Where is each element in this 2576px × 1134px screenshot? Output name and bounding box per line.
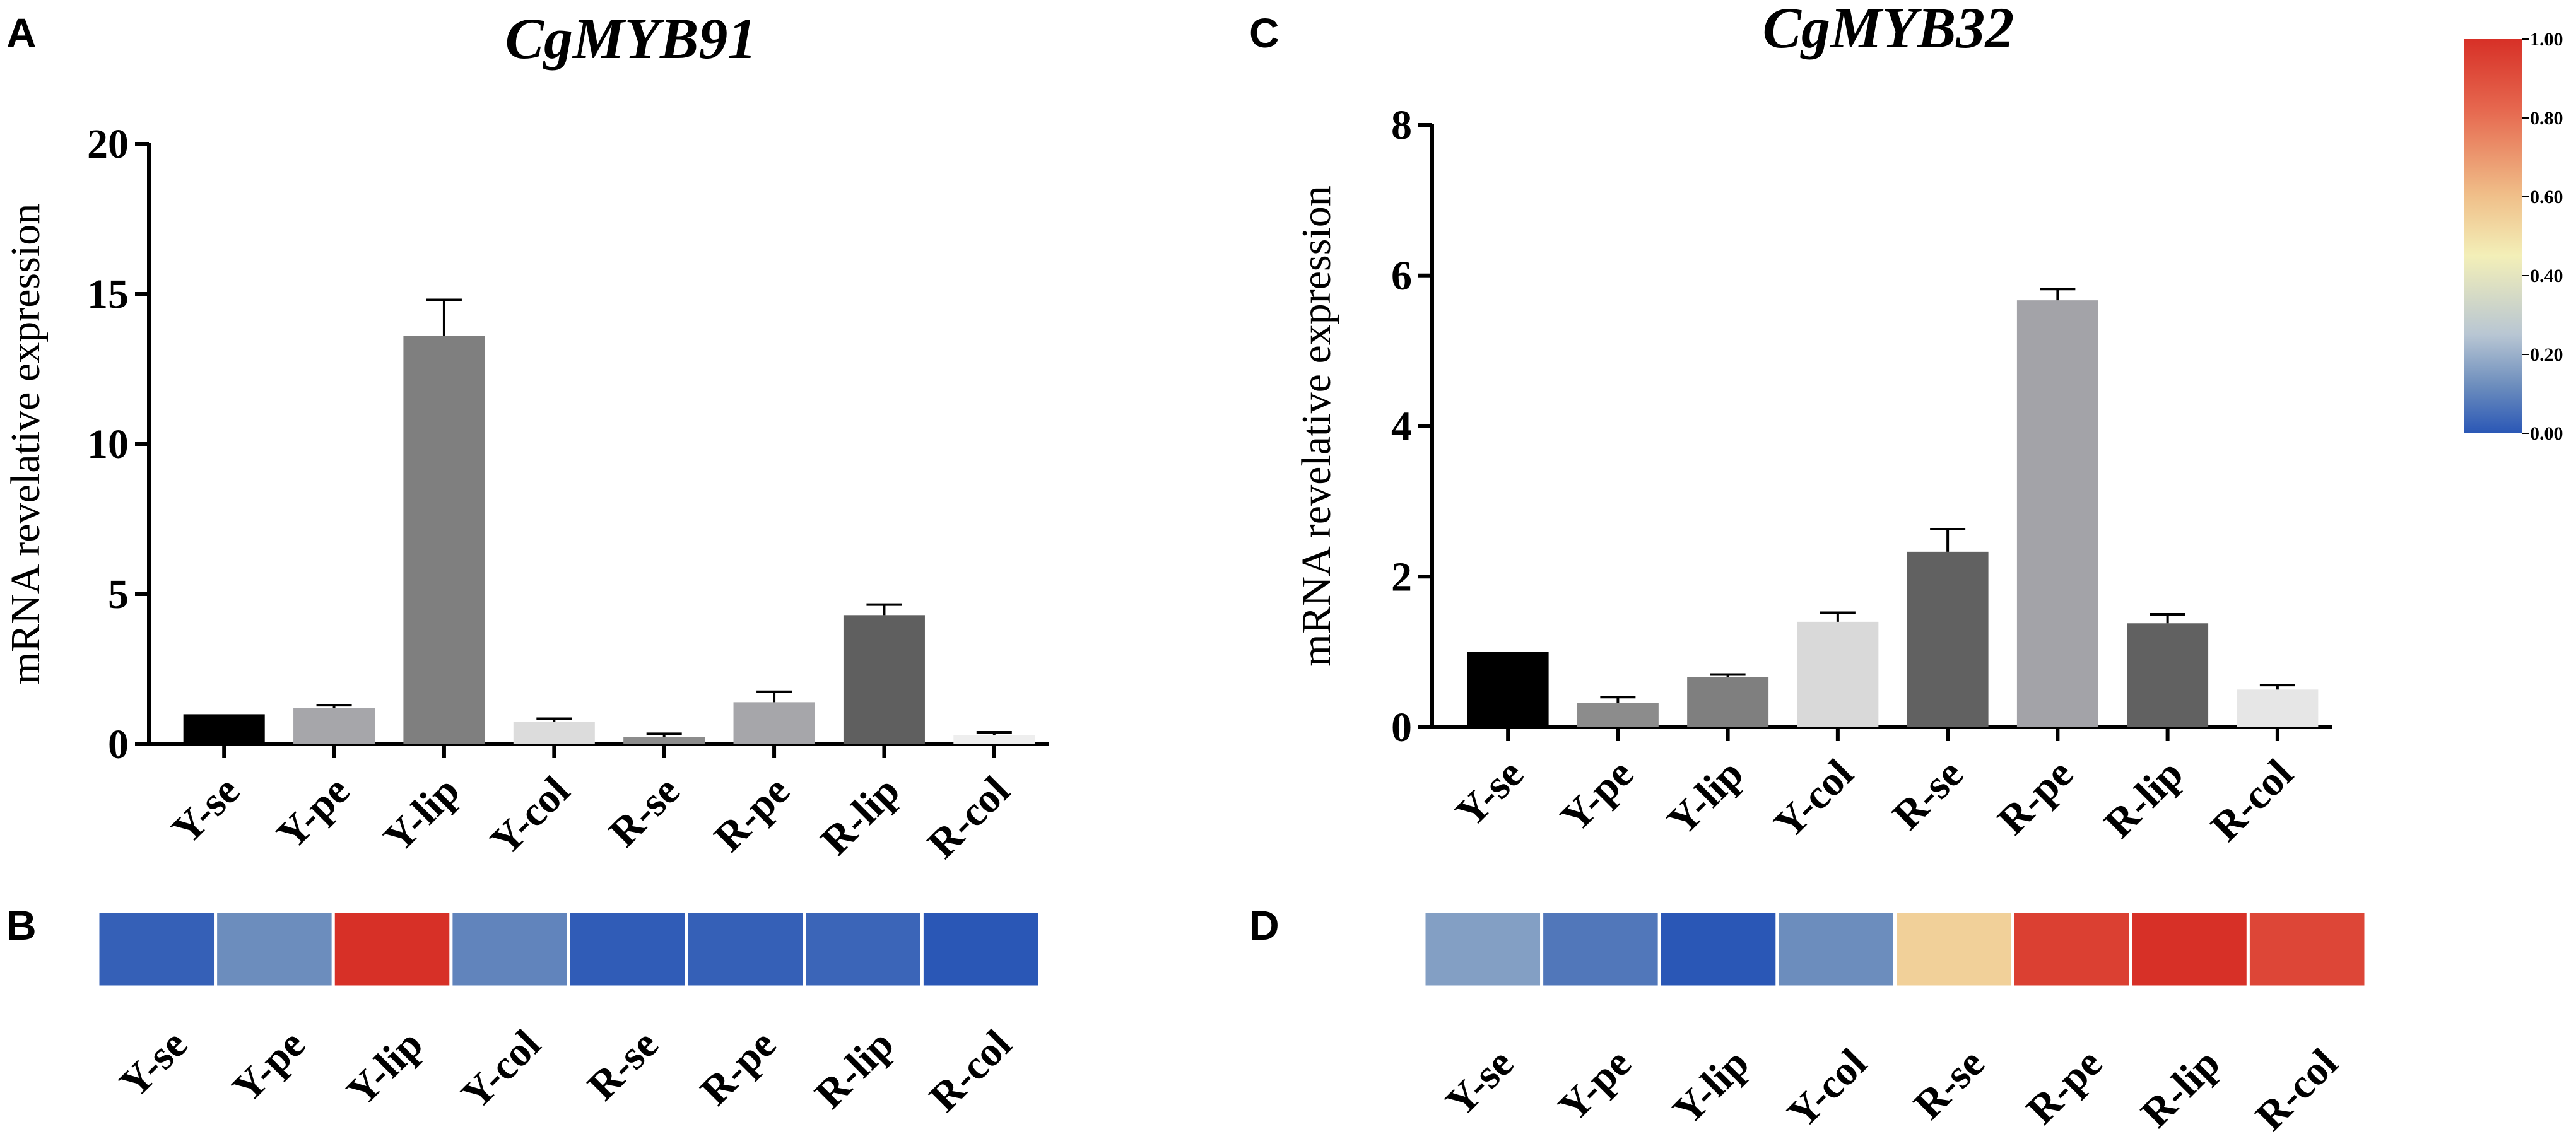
bar-y-pe: [293, 708, 375, 744]
heat-cell-r-col: [920, 909, 1042, 989]
heat-cell-y-col: [1775, 909, 1897, 989]
heat-label: R-lip: [2132, 1040, 2229, 1134]
heat-cell-y-se: [1422, 909, 1544, 989]
colorbar-tick-label: 0.80: [2530, 108, 2563, 129]
heatmap-cgmyb91: Y-se Y-pe Y-lip Y-col R-se R-pe R-lip R-col: [96, 909, 1042, 1121]
heat-label: R-pe: [692, 1021, 785, 1114]
y-tick-label: 10: [87, 421, 129, 467]
x-tick-label: Y-se: [163, 768, 248, 853]
heat-cell-y-pe: [1540, 909, 1661, 989]
heat-cell-y-lip: [331, 909, 453, 989]
bar-y-se: [1467, 652, 1549, 727]
bar-y-col: [513, 722, 595, 744]
bar-r-lip: [843, 615, 925, 744]
chart-title: CgMYB32: [1763, 0, 2014, 60]
x-tick-label: R-se: [1884, 751, 1972, 839]
x-tick-label: Y-lip: [1659, 751, 1752, 844]
panel-letter-a: A: [6, 9, 37, 56]
y-axis-label: mRNA revelative expression: [1293, 185, 1339, 666]
heat-cell-r-se: [567, 909, 688, 989]
heat-cell-r-col: [2246, 909, 2368, 989]
y-tick-label: 5: [108, 571, 129, 617]
heat-label: Y-se: [1437, 1040, 1522, 1125]
colorbar-gradient: [2464, 39, 2522, 433]
y-tick-label: 0: [1391, 704, 1412, 751]
heat-label: R-se: [579, 1021, 668, 1109]
x-tick-label: Y-lip: [375, 768, 468, 861]
x-tick-label: Y-pe: [268, 768, 358, 858]
heat-cell-r-lip: [803, 909, 924, 989]
x-tick-label: R-lip: [2095, 751, 2192, 847]
colorbar-tick-label: 0.40: [2530, 266, 2563, 286]
bar-r-se: [623, 737, 705, 744]
x-tick-label: R-pe: [705, 768, 799, 861]
bar-y-se: [183, 714, 265, 744]
x-tick-label: R-col: [919, 768, 1019, 867]
heat-label: R-se: [1905, 1040, 1994, 1128]
heat-cell-y-col: [449, 909, 570, 989]
bar-r-col: [953, 735, 1035, 744]
bar-y-lip: [1687, 677, 1769, 727]
y-tick-label: 4: [1391, 404, 1412, 450]
heat-cell-y-se: [96, 909, 218, 989]
bar-r-se: [1907, 551, 1989, 727]
chart-cgmyb32: CgMYB32 mRNA revelative expression 0 2 4 6 8 Y-…: [1293, 0, 2332, 850]
panel-letter-c: C: [1249, 9, 1279, 56]
bar-y-lip: [403, 336, 485, 744]
x-tick-label: Y-pe: [1552, 751, 1642, 841]
y-tick-label: 8: [1391, 102, 1412, 148]
heat-cell-r-lip: [2129, 909, 2250, 989]
x-tick-label: Y-col: [1765, 751, 1862, 848]
heat-label: Y-pe: [1550, 1040, 1640, 1130]
x-tick-label: R-se: [601, 768, 689, 856]
colorbar-tick-label: 1.00: [2530, 29, 2563, 50]
bar-r-col: [2237, 689, 2319, 727]
x-tick-label: R-lip: [812, 768, 909, 864]
x-tick-label: Y-se: [1447, 751, 1532, 836]
y-tick-label: 6: [1391, 253, 1412, 299]
heatmap-cgmyb32: Y-se Y-pe Y-lip Y-col R-se R-pe R-lip R-col: [1422, 909, 2368, 1134]
heat-label: Y-col: [1779, 1040, 1876, 1134]
colorbar-tick-label: 0.60: [2530, 187, 2563, 208]
y-axis-label: mRNA revelative expression: [3, 204, 49, 684]
chart-title: CgMYB91: [505, 6, 757, 71]
heat-label: R-col: [2247, 1040, 2346, 1134]
heat-cell-r-se: [1893, 909, 2014, 989]
heat-label: R-col: [920, 1021, 1020, 1121]
x-tick-label: R-col: [2203, 751, 2302, 850]
heat-label: Y-pe: [223, 1021, 314, 1111]
panel-letter-d: D: [1249, 902, 1279, 949]
heat-label: Y-lip: [1664, 1040, 1758, 1133]
bar-r-lip: [2127, 623, 2209, 727]
bar-r-pe: [2016, 300, 2098, 727]
heat-label: Y-col: [452, 1021, 550, 1118]
y-tick-label: 0: [108, 722, 129, 768]
heat-cell-y-lip: [1657, 909, 1779, 989]
y-tick-label: 15: [87, 271, 129, 317]
colorbar: 1.00 0.80 0.60 0.40 0.20 0.00: [2464, 29, 2563, 444]
bar-r-pe: [733, 702, 815, 744]
heat-label: Y-lip: [338, 1021, 432, 1114]
x-tick-label: Y-col: [481, 768, 579, 865]
y-tick-label: 20: [87, 121, 129, 167]
heat-label: Y-se: [110, 1021, 196, 1106]
bar-y-pe: [1577, 703, 1659, 727]
heat-cell-r-pe: [685, 909, 806, 989]
x-tick-label: R-pe: [1989, 751, 2082, 844]
y-tick-label: 2: [1391, 554, 1412, 600]
chart-cgmyb91: CgMYB91 mRNA revelative expression 0 5 10 15 2…: [3, 6, 1049, 867]
heat-cell-r-pe: [2011, 909, 2132, 989]
colorbar-tick-label: 0.20: [2530, 344, 2563, 365]
heat-label: R-lip: [806, 1021, 903, 1118]
bar-y-col: [1797, 621, 1879, 727]
panel-letter-b: B: [6, 902, 37, 949]
heat-label: R-pe: [2018, 1040, 2112, 1133]
heat-cell-y-pe: [214, 909, 335, 989]
colorbar-tick-label: 0.00: [2530, 423, 2563, 444]
